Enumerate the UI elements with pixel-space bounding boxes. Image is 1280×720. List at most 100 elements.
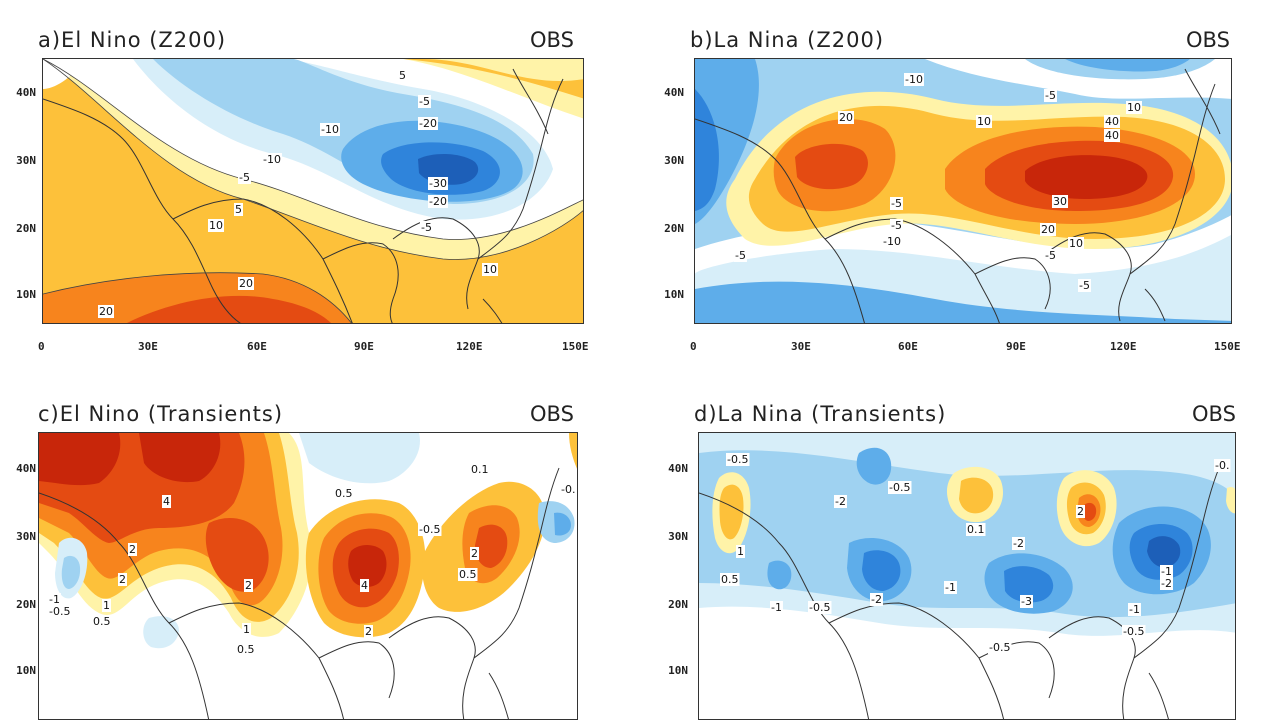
contour-fill bbox=[695, 281, 1231, 323]
panel-b-ytick-30n: 30N bbox=[664, 154, 684, 167]
contour-label-halo bbox=[236, 643, 256, 656]
contour-label-halo bbox=[458, 568, 478, 581]
contour-fill bbox=[569, 433, 577, 469]
contour-label: -0.5 bbox=[419, 523, 440, 536]
contour-fill bbox=[1226, 486, 1235, 514]
panel-a-xtick-30e: 30E bbox=[138, 340, 158, 353]
contour-labels: 4 2 2 -1 -0.5 0.5 1 2 1 0.5 0.5 4 2 0.5 … bbox=[48, 463, 577, 656]
contour-label-halo bbox=[364, 625, 373, 638]
contour-label-halo bbox=[418, 117, 438, 130]
contour-label-halo bbox=[834, 495, 847, 508]
contour-labels: -5 -10 20 10 40 40 10 -5 -10 -5 30 20 10… bbox=[734, 73, 1142, 292]
coastline bbox=[695, 118, 865, 323]
panel-a-ytick-10n: 10N bbox=[16, 288, 36, 301]
contour-label: -5 bbox=[891, 197, 902, 210]
coastline bbox=[172, 198, 353, 323]
contour-line bbox=[43, 59, 583, 240]
contour-label: -0.5 bbox=[809, 601, 830, 614]
contour-fill bbox=[139, 433, 221, 483]
contour-label-halo bbox=[92, 615, 112, 628]
contour-fill bbox=[205, 518, 269, 592]
panel-c-map: 4 2 2 -1 -0.5 0.5 1 2 1 0.5 0.5 4 2 0.5 … bbox=[38, 432, 578, 720]
coastline bbox=[477, 78, 564, 260]
coastline bbox=[974, 257, 1051, 310]
contour-label-halo bbox=[736, 545, 745, 558]
contour-label-halo bbox=[428, 195, 448, 208]
panel-d-ytick-20n: 20N bbox=[668, 598, 688, 611]
panel-c-contours: 4 2 2 -1 -0.5 0.5 1 2 1 0.5 0.5 4 2 0.5 … bbox=[39, 433, 577, 719]
contour-label: 10 bbox=[483, 263, 497, 276]
contour-label-halo bbox=[944, 581, 957, 594]
contour-line bbox=[43, 272, 352, 323]
contour-label-halo bbox=[988, 641, 1012, 654]
contour-label: 40 bbox=[1105, 115, 1119, 128]
contour-label: -0. bbox=[1215, 459, 1229, 472]
coastline bbox=[1133, 467, 1220, 659]
contour-label-halo bbox=[1044, 249, 1057, 262]
contour-label-halo bbox=[360, 579, 369, 592]
panel-b-xtick-120e: 120E bbox=[1110, 340, 1137, 353]
contour-label: 2 bbox=[119, 573, 126, 586]
contour-label-halo bbox=[242, 623, 251, 636]
contour-label-halo bbox=[1104, 129, 1120, 142]
contour-label: -0.5 bbox=[889, 481, 910, 494]
contour-label: 10 bbox=[1127, 101, 1141, 114]
contour-label: -1 bbox=[945, 581, 956, 594]
contour-label: -2 bbox=[835, 495, 846, 508]
contour-label: 1 bbox=[737, 545, 744, 558]
contour-label: 4 bbox=[163, 495, 170, 508]
coastline bbox=[1148, 672, 1169, 719]
contour-label: 20 bbox=[1041, 223, 1055, 236]
contour-label-halo bbox=[1160, 577, 1173, 590]
contour-label: -5 bbox=[1045, 249, 1056, 262]
panel-b-ytick-20n: 20N bbox=[664, 222, 684, 235]
panel-a-xtick-120e: 120E bbox=[456, 340, 483, 353]
panel-a-map: 5 -5 -10 -20 -10 -5 -30 -20 -5 10 5 10 2… bbox=[42, 58, 584, 324]
panel-d-contours: -0.5 1 0.5 -2 -0.5 -1 -0.5 -2 -1 0.1 -2 … bbox=[699, 433, 1235, 719]
coastline bbox=[168, 602, 345, 719]
contour-fill bbox=[61, 555, 81, 589]
contour-label: -5 bbox=[1045, 89, 1056, 102]
contour-label: 5 bbox=[399, 69, 406, 82]
contour-label-halo bbox=[428, 177, 448, 190]
contour-fill bbox=[1065, 59, 1190, 72]
contour-label: -5 bbox=[1079, 279, 1090, 292]
contour-label-halo bbox=[882, 235, 902, 248]
contour-label: 20 bbox=[99, 305, 113, 318]
contour-labels: -0.5 1 0.5 -2 -0.5 -1 -0.5 -2 -1 0.1 -2 … bbox=[720, 453, 1231, 654]
contour-label-halo bbox=[1126, 101, 1142, 114]
contour-label-halo bbox=[976, 115, 992, 128]
contour-label: 2 bbox=[365, 625, 372, 638]
contour-label: 0.5 bbox=[237, 643, 255, 656]
contour-label: 0.5 bbox=[335, 487, 353, 500]
contour-label: -0.5 bbox=[989, 641, 1010, 654]
contour-fill bbox=[1004, 566, 1054, 603]
contour-label: -5 bbox=[891, 219, 902, 232]
contour-label-halo bbox=[102, 599, 111, 612]
contour-label: 0.5 bbox=[93, 615, 111, 628]
contour-label-halo bbox=[128, 543, 137, 556]
contour-label-halo bbox=[720, 573, 740, 586]
contour-label: 0.1 bbox=[471, 463, 489, 476]
coastline bbox=[43, 98, 241, 323]
contour-fill bbox=[959, 477, 994, 514]
contour-fill bbox=[862, 550, 901, 591]
contour-fill bbox=[43, 59, 583, 82]
coastline bbox=[699, 492, 870, 719]
contour-fill bbox=[1147, 536, 1181, 568]
contour-label-halo bbox=[1040, 223, 1056, 236]
contour-label-halo bbox=[1044, 89, 1057, 102]
contour-fill bbox=[695, 89, 719, 211]
contour-label-halo bbox=[1214, 459, 1231, 472]
contour-label: -20 bbox=[429, 195, 447, 208]
contour-label-halo bbox=[48, 593, 61, 606]
contour-label: 30 bbox=[1053, 195, 1067, 208]
panel-c-title: c)El Nino (Transients) bbox=[38, 402, 284, 426]
contour-label: -0.5 bbox=[49, 605, 70, 618]
panel-a-ytick-30n: 30N bbox=[16, 154, 36, 167]
panel-c-ytick-30n: 30N bbox=[16, 530, 36, 543]
contour-label-halo bbox=[262, 153, 282, 166]
contour-label-halo bbox=[398, 69, 407, 82]
panel-c-ytick-40n: 40N bbox=[16, 462, 36, 475]
panel-a-xtick-60e: 60E bbox=[247, 340, 267, 353]
